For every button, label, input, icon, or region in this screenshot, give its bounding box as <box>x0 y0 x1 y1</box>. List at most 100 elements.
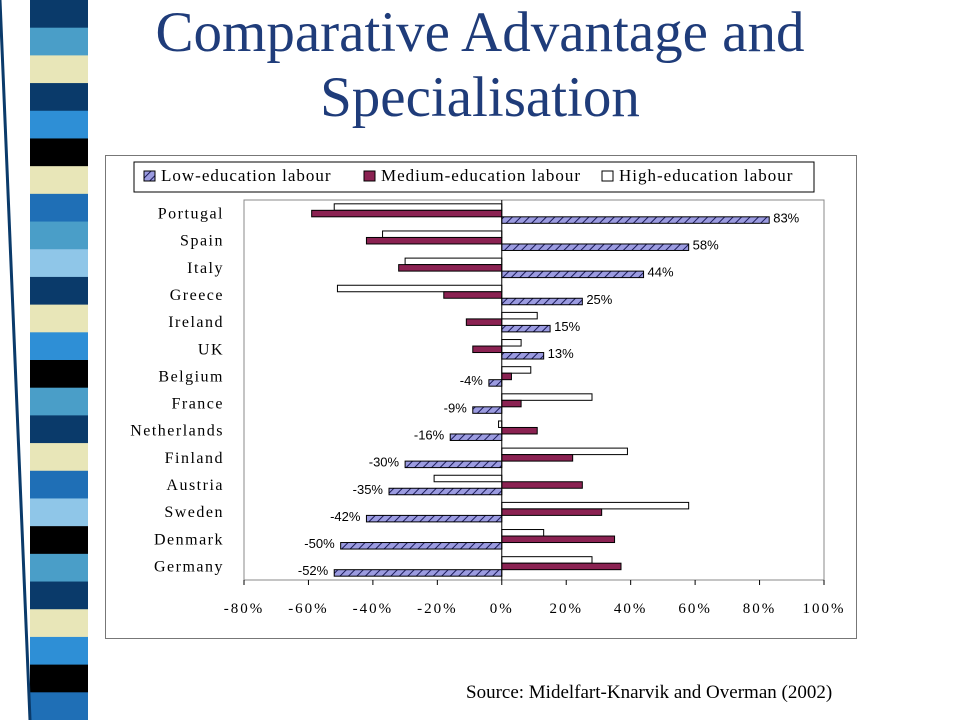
bar-low <box>365 514 503 523</box>
stripe-block <box>30 221 88 250</box>
x-tick-label: 60% <box>678 601 712 617</box>
legend-label-3: High-education labour <box>619 166 793 185</box>
bar-medium <box>311 209 503 218</box>
x-tick-label: 20% <box>549 601 583 617</box>
x-tick-label: -40% <box>353 601 394 617</box>
stripe-block <box>30 55 88 84</box>
data-label: 25% <box>586 292 612 307</box>
bar-medium <box>501 562 622 571</box>
category-label: Denmark <box>154 531 224 548</box>
plot-area <box>243 199 825 581</box>
stripe-block <box>30 110 88 139</box>
bar-high <box>433 474 503 483</box>
data-label: -52% <box>298 563 329 578</box>
bar-high <box>501 447 628 456</box>
bar-high <box>404 257 503 266</box>
stripe-block <box>30 332 88 361</box>
bar-high <box>336 284 503 293</box>
x-tick-label: -20% <box>417 601 458 617</box>
bar-high <box>501 339 522 347</box>
stripe-block <box>30 553 88 583</box>
x-tick-label: 80% <box>743 601 777 617</box>
bar-low <box>449 433 503 441</box>
stripe-block <box>30 83 88 112</box>
data-label: 13% <box>548 346 574 361</box>
bar-high <box>382 230 503 238</box>
stripe-block <box>30 664 88 693</box>
data-label: -4% <box>460 373 484 388</box>
legend: Low-education labour Medium-education lab… <box>133 161 815 193</box>
bar-medium <box>365 236 503 245</box>
data-label: -35% <box>353 482 384 497</box>
stripe-block <box>30 609 88 638</box>
bar-low <box>472 406 503 414</box>
data-label: -50% <box>304 536 335 551</box>
category-label: Austria <box>166 477 224 494</box>
bar-medium <box>501 399 522 408</box>
bar-low <box>501 216 770 224</box>
bar-medium <box>501 508 603 516</box>
bar-low <box>404 460 503 469</box>
legend-box <box>133 161 815 193</box>
bar-low <box>501 243 690 251</box>
bar-low <box>501 352 545 360</box>
x-tick-label: 0% <box>490 601 514 617</box>
category-label: Finland <box>165 450 224 467</box>
bar-low <box>340 542 503 550</box>
stripe-block <box>30 470 88 499</box>
stripe-block <box>30 27 88 56</box>
bar-medium <box>501 535 616 544</box>
bar-high <box>501 556 593 564</box>
bar-low <box>488 379 503 387</box>
data-label: 83% <box>773 210 799 225</box>
category-label: Belgium <box>158 368 224 385</box>
bar-high <box>501 393 593 401</box>
stripe-block <box>30 276 88 306</box>
data-label: 44% <box>648 265 674 280</box>
category-label: Portugal <box>158 206 224 223</box>
stripe-block <box>30 526 88 555</box>
bar-high <box>501 529 545 537</box>
bar-low <box>501 297 583 306</box>
bar-low <box>501 324 551 333</box>
stripe-edge <box>0 0 32 720</box>
data-label: 15% <box>554 319 580 334</box>
stripe-block <box>30 636 88 666</box>
category-label: Italy <box>187 260 224 277</box>
stripe-block <box>30 415 88 444</box>
bar-chart: Low-education labour Medium-education lab… <box>130 161 846 617</box>
category-label: Netherlands <box>130 423 224 440</box>
data-label: -30% <box>369 455 400 470</box>
bar-medium <box>443 291 503 299</box>
stripe-block <box>30 138 88 167</box>
legend-swatch-2 <box>363 170 376 182</box>
data-label: -9% <box>444 400 468 415</box>
x-tick-label: 40% <box>614 601 648 617</box>
bar-high <box>333 203 503 211</box>
bar-medium <box>501 454 574 462</box>
bar-low <box>388 487 503 496</box>
stripe-block <box>30 249 88 278</box>
stripe-block <box>30 498 88 527</box>
bar-low <box>501 270 645 279</box>
bar-medium <box>501 372 512 381</box>
legend-label-1: Low-education labour <box>161 166 332 185</box>
bar-medium <box>465 318 503 326</box>
x-tick-label: 100% <box>803 601 846 617</box>
stripe-block <box>30 166 88 195</box>
legend-swatch-3 <box>601 170 614 182</box>
category-label: Greece <box>170 287 224 304</box>
category-label: France <box>171 396 224 413</box>
category-label: Spain <box>180 233 224 250</box>
category-label: UK <box>198 341 224 358</box>
source-note: Source: Midelfart-Knarvik and Overman (2… <box>466 682 833 703</box>
stripe-block <box>30 360 88 389</box>
legend-swatch-1 <box>143 170 156 182</box>
x-tick-label: -60% <box>288 601 329 617</box>
stripe-block <box>30 0 88 29</box>
stripe-block <box>30 581 88 610</box>
stripe-block <box>30 387 88 416</box>
data-label: -16% <box>414 427 445 442</box>
bar-high <box>501 311 538 320</box>
decorative-stripe <box>0 0 88 720</box>
